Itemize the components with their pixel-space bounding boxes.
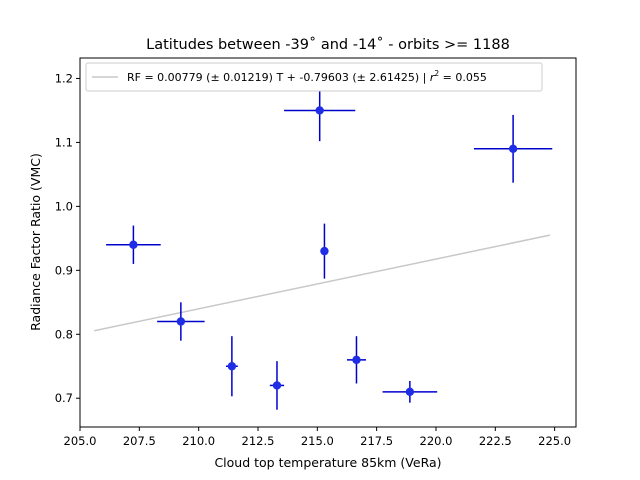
legend-label-r2-symbol: r — [430, 71, 436, 84]
fit-line-layer — [94, 234, 551, 332]
y-axis-label: Radiance Factor Ratio (VMC) — [28, 153, 43, 331]
x-tick-label-8: 225.0 — [538, 434, 571, 448]
y-axis-ticks: 0.7 0.8 0.9 1.0 1.1 1.2 — [55, 71, 80, 405]
x-tick-label-0: 205.0 — [64, 434, 97, 448]
data-point-3 — [272, 381, 282, 390]
legend: RF = 0.00779 (± 0.01219) T + -0.79603 (±… — [85, 62, 543, 92]
fit-line — [94, 234, 551, 332]
x-tick-label-4: 215.0 — [301, 434, 334, 448]
x-tick-label-1: 207.5 — [123, 434, 156, 448]
data-point-1 — [176, 317, 186, 326]
y-tick-label-4: 1.1 — [55, 135, 73, 149]
legend-label-r2-exp: 2 — [434, 69, 439, 78]
data-point-7 — [405, 387, 415, 397]
legend-label-prefix: RF = 0.00779 (± 0.01219) T + -0.79603 (±… — [127, 71, 430, 84]
data-point-0 — [129, 240, 138, 249]
y-tick-label-0: 0.7 — [55, 391, 73, 405]
data-point-6 — [352, 355, 361, 365]
legend-entry-fit: RF = 0.00779 (± 0.01219) T + -0.79603 (±… — [127, 69, 487, 84]
x-tick-label-7: 222.5 — [479, 434, 512, 448]
data-point-8 — [508, 144, 518, 154]
point-layer — [129, 106, 518, 397]
legend-label-r2-value: = 0.055 — [439, 71, 487, 84]
x-tick-label-5: 217.5 — [360, 434, 393, 448]
y-tick-label-1: 0.8 — [55, 327, 73, 341]
x-tick-label-6: 220.0 — [420, 434, 453, 448]
chart-title: Latitudes between -39˚ and -14˚ - orbits… — [146, 36, 510, 53]
y-tick-label-3: 1.0 — [55, 199, 73, 213]
data-point-2 — [227, 362, 237, 371]
data-point-5 — [320, 246, 329, 256]
y-tick-label-5: 1.2 — [55, 71, 73, 85]
x-tick-label-2: 210.0 — [182, 434, 215, 448]
data-point-4 — [315, 106, 324, 115]
y-tick-label-2: 0.9 — [55, 263, 73, 277]
x-axis-ticks: 205.0 207.5 210.0 212.5 215.0 217.5 220.0 222.5… — [64, 427, 571, 448]
x-axis-label: Cloud top temperature 85km (VeRa) — [214, 455, 441, 470]
plot-frame — [79, 57, 577, 428]
legend-box — [85, 62, 543, 92]
x-tick-label-3: 212.5 — [242, 434, 275, 448]
